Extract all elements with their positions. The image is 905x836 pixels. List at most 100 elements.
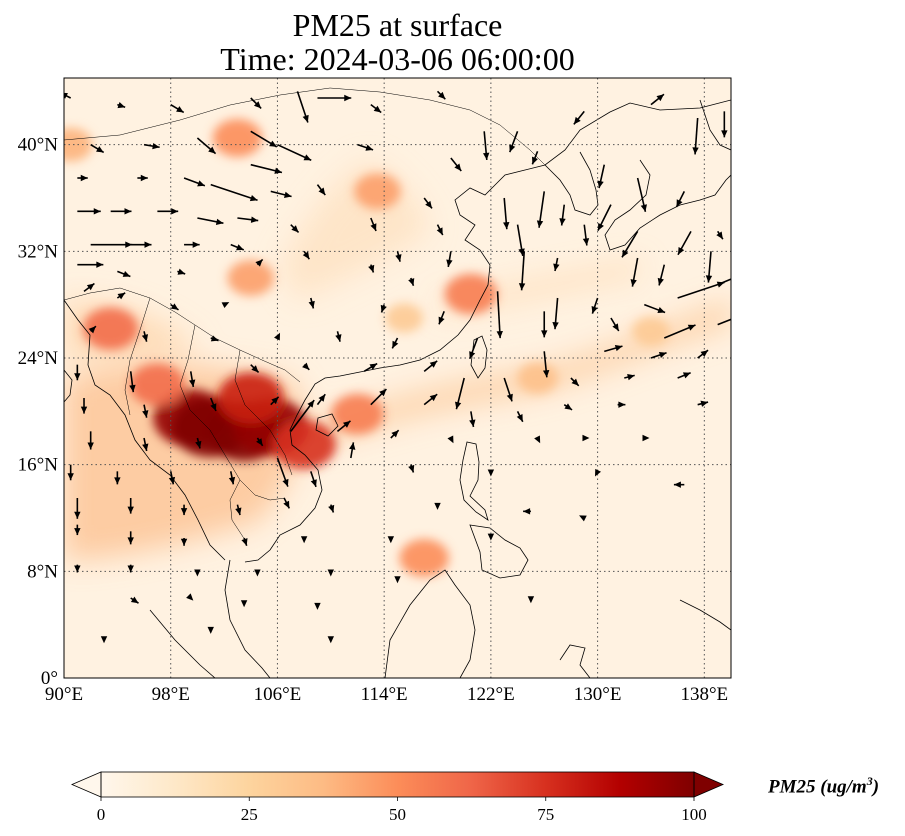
pm25-hotspot bbox=[444, 273, 497, 315]
colorbar-max-extend bbox=[693, 771, 725, 798]
wind-arrow bbox=[142, 404, 149, 418]
wind-arrow bbox=[390, 429, 400, 439]
wind-arrow bbox=[316, 393, 326, 406]
wind-arrow bbox=[90, 143, 105, 154]
wind-arrow bbox=[336, 420, 351, 432]
wind-arrow bbox=[184, 241, 200, 248]
wind-arrow bbox=[77, 261, 104, 268]
wind-arrow bbox=[235, 504, 242, 516]
wind-arrow bbox=[250, 163, 283, 174]
wind-arrow bbox=[721, 111, 728, 138]
wind-arrow bbox=[423, 360, 438, 372]
wind-arrow bbox=[180, 538, 188, 546]
wind-arrow bbox=[327, 636, 334, 644]
wind-arrow bbox=[254, 569, 261, 577]
lon-tick-label: 114°E bbox=[361, 684, 408, 705]
wind-arrow bbox=[553, 257, 560, 272]
colorbar-label: PM25 (ug/m3) bbox=[768, 774, 879, 798]
wind-arrow bbox=[100, 636, 108, 644]
wind-arrow bbox=[117, 102, 126, 109]
wind-arrow bbox=[277, 143, 312, 161]
lat-tick-label: 24°N bbox=[18, 348, 59, 369]
wind-arrow bbox=[370, 388, 387, 406]
wind-arrow bbox=[617, 401, 626, 408]
wind-arrow bbox=[516, 224, 525, 256]
colorbar-tick-label: 25 bbox=[241, 805, 258, 824]
wind-arrow bbox=[370, 217, 377, 232]
wind-arrow bbox=[327, 569, 334, 577]
wind-arrow bbox=[87, 431, 94, 450]
wind-arrow bbox=[570, 377, 580, 387]
wind-arrow bbox=[644, 303, 666, 314]
wind-arrow bbox=[302, 250, 310, 260]
colorbar-tick-label: 0 bbox=[97, 805, 106, 824]
wind-arrow bbox=[317, 94, 352, 102]
wind-arrow bbox=[408, 277, 415, 287]
wind-arrow bbox=[197, 217, 224, 225]
wind-arrow bbox=[636, 177, 647, 212]
wind-arrow bbox=[697, 400, 709, 407]
wind-arrow bbox=[692, 117, 699, 155]
wind-arrow bbox=[536, 191, 546, 228]
title-line-1: PM25 at surface bbox=[292, 7, 503, 43]
wind-arrow bbox=[250, 364, 260, 374]
wind-arrow bbox=[210, 335, 219, 342]
wind-arrow bbox=[436, 90, 446, 100]
wind-arrow bbox=[296, 91, 309, 123]
wind-arrow bbox=[256, 437, 264, 447]
colorbar-ticks: 0 25 50 75 100 bbox=[97, 797, 707, 824]
wind-arrow bbox=[300, 536, 308, 544]
pm25-hotspot bbox=[631, 316, 670, 346]
wind-arrow bbox=[423, 393, 438, 406]
wind-arrow bbox=[518, 251, 526, 291]
wind-arrow bbox=[127, 564, 134, 573]
wind-arrow bbox=[170, 103, 185, 114]
wind-arrow bbox=[180, 504, 188, 516]
wind-arrow bbox=[597, 164, 606, 189]
wind-arrow bbox=[116, 292, 126, 300]
wind-arrow bbox=[207, 626, 214, 634]
lon-tick-label: 138°E bbox=[680, 684, 728, 705]
wind-arrow bbox=[673, 481, 685, 488]
colorbar-tick-label: 100 bbox=[681, 805, 707, 824]
wind-arrow bbox=[74, 364, 81, 381]
wind-arrow bbox=[186, 593, 194, 601]
wind-arrow bbox=[302, 362, 310, 371]
wind-arrow bbox=[582, 224, 590, 246]
lat-tick-label: 0° bbox=[41, 668, 58, 689]
wind-arrow bbox=[77, 174, 88, 182]
pm25-hotspot bbox=[272, 420, 336, 470]
wind-arrow bbox=[621, 230, 639, 258]
wind-arrow bbox=[270, 396, 280, 406]
colorbar-label-text: PM25 (ug/m bbox=[768, 776, 867, 798]
wind-arrow bbox=[270, 190, 292, 198]
wind-arrow bbox=[74, 524, 81, 536]
lon-tick-label: 122°E bbox=[467, 684, 515, 705]
colorbar-label-superscript: 3 bbox=[866, 774, 873, 788]
pm25-hotspot bbox=[212, 119, 263, 157]
wind-arrow bbox=[250, 130, 278, 148]
wind-arrow bbox=[487, 533, 495, 541]
lat-tick-label: 32°N bbox=[18, 241, 59, 262]
wind-arrow bbox=[516, 410, 524, 423]
wind-arrow bbox=[141, 331, 149, 342]
wind-arrow bbox=[80, 398, 88, 414]
wind-arrow bbox=[314, 602, 321, 610]
colorbar: 0 25 50 75 100 bbox=[70, 771, 725, 824]
wind-arrow bbox=[595, 468, 601, 477]
colorbar-min-extend bbox=[70, 771, 102, 798]
wind-arrow bbox=[370, 104, 382, 114]
wind-arrow bbox=[74, 498, 81, 519]
wind-arrow bbox=[177, 268, 186, 275]
pm25-hotspot bbox=[399, 539, 449, 577]
pm25-hotspot bbox=[385, 303, 424, 333]
pm25-hotspot bbox=[227, 260, 275, 296]
wind-arrow bbox=[503, 377, 513, 402]
pm25-hotspot bbox=[83, 307, 139, 350]
coastlines bbox=[64, 99, 731, 678]
lon-tick-label: 90°E bbox=[45, 684, 83, 705]
title-line-2: Time: 2024-03-06 06:00:00 bbox=[220, 41, 575, 77]
wind-arrow bbox=[717, 278, 731, 286]
wind-arrow bbox=[241, 537, 248, 547]
lat-tick-label: 16°N bbox=[18, 455, 59, 476]
